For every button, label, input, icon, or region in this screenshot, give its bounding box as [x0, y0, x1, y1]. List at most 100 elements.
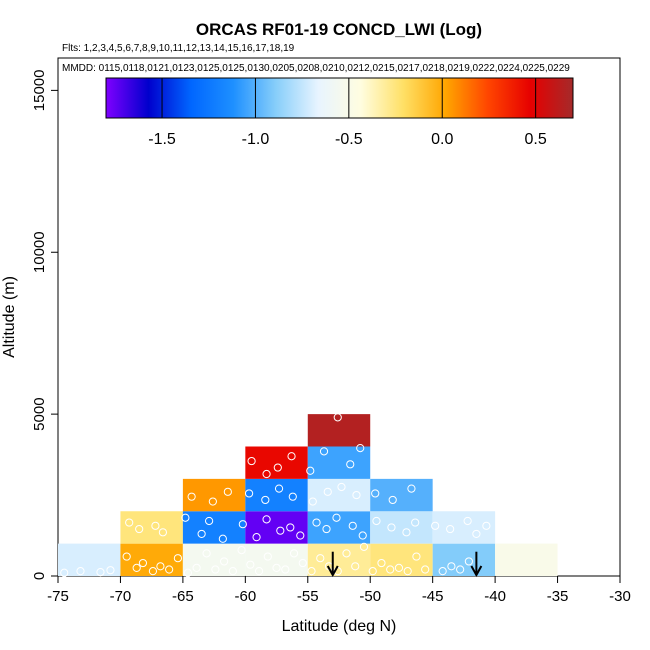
heatmap-cell [495, 543, 558, 576]
x-tick-label: -40 [484, 588, 506, 605]
colorbar-ticks: -1.5 -1.0 -0.5 0.0 0.5 [148, 78, 547, 148]
data-point [156, 562, 165, 571]
data-point [261, 495, 270, 505]
x-tick-label: -30 [609, 588, 631, 605]
data-point [372, 516, 381, 526]
data-point [412, 552, 421, 561]
heatmap-cell [182, 478, 246, 512]
x-tick-label: -55 [297, 588, 319, 605]
data-point [272, 563, 281, 573]
data-point [388, 495, 397, 505]
data-point [76, 567, 85, 576]
data-point [431, 521, 440, 530]
y-axis: 0 5000 10000 15000 [31, 70, 58, 580]
data-point [96, 568, 105, 577]
data-point [205, 516, 214, 526]
y-tick-label: 0 [31, 572, 48, 580]
data-point [228, 567, 237, 576]
data-point [262, 469, 271, 479]
heatmap-cells [58, 414, 558, 576]
colorbar-tick-label: 0.5 [525, 131, 547, 148]
x-tick-label: -75 [47, 588, 69, 605]
data-point [187, 492, 196, 501]
data-point [407, 484, 416, 493]
data-point [148, 567, 158, 576]
data-point [122, 552, 131, 561]
colorbar-tick-label: -0.5 [335, 131, 363, 148]
data-point [238, 520, 247, 529]
data-point [289, 549, 299, 558]
y-axis-label: Altitude (m) [1, 276, 18, 358]
data-point [202, 549, 211, 558]
colorbar-tick-label: 0.0 [431, 131, 453, 148]
data-point [351, 562, 360, 571]
data-point [411, 518, 420, 527]
data-point [403, 567, 412, 576]
data-point [158, 528, 168, 537]
heatmap-cell [370, 511, 433, 544]
arrow-marker [326, 551, 339, 578]
data-point [352, 490, 361, 500]
data-point [165, 565, 174, 574]
heatmap-cell [432, 511, 496, 544]
colorbar-tick-label: -1.5 [148, 131, 176, 148]
data-point [308, 497, 317, 506]
data-point [183, 568, 192, 577]
data-point [273, 463, 282, 472]
data-point [463, 516, 472, 526]
data-point [464, 557, 473, 566]
data-point [368, 567, 377, 576]
data-point [319, 447, 329, 456]
data-point [333, 413, 342, 422]
data-point [244, 489, 254, 498]
data-point [337, 482, 346, 492]
data-point [346, 460, 355, 469]
heatmap-cell [307, 543, 371, 576]
heatmap-cell [182, 543, 246, 576]
data-point [237, 546, 246, 555]
arrow-head [326, 565, 339, 578]
data-point [220, 557, 229, 566]
flights-label: Flts: 1,2,3,4,5,6,7,8,9,10,11,12,13,14,1… [62, 43, 295, 54]
data-point [358, 531, 367, 540]
data-point [276, 526, 285, 535]
data-point [125, 518, 134, 527]
data-point [446, 524, 455, 534]
x-tick-label: -60 [234, 588, 256, 605]
x-axis: -75 -70 -65 -60 -55 -50 -45 -40 -35 -30 [47, 576, 631, 605]
heatmap-cell [307, 414, 371, 447]
data-point [106, 566, 115, 575]
x-tick-label: -50 [359, 588, 381, 605]
data-point [197, 529, 206, 539]
data-point [173, 554, 182, 563]
data-point [132, 563, 141, 573]
data-point [135, 524, 144, 534]
y-tick-label: 5000 [31, 397, 48, 430]
data-point [296, 531, 305, 540]
data-point [306, 466, 315, 475]
colorbar-tick-label: -1.0 [242, 131, 270, 148]
colorbar: -1.5 -1.0 -0.5 0.0 0.5 [105, 77, 574, 148]
data-point [438, 567, 447, 576]
x-tick-label: -70 [110, 588, 132, 605]
data-point [298, 558, 307, 568]
data-point [447, 562, 456, 571]
y-tick-label: 10000 [31, 231, 48, 273]
data-point [262, 515, 271, 524]
arrow-markers [326, 551, 483, 578]
data-point [322, 524, 331, 534]
data-point [60, 568, 69, 577]
data-point [208, 497, 217, 506]
data-point [348, 521, 357, 530]
data-point [332, 513, 341, 522]
data-point [246, 560, 255, 569]
data-point [211, 565, 220, 574]
data-point [286, 523, 295, 532]
heatmap-cell [120, 543, 183, 576]
data-point [218, 534, 227, 543]
data-point [377, 558, 386, 568]
colorbar-bar [105, 77, 574, 119]
data-point [371, 489, 380, 498]
data-point [323, 487, 332, 496]
